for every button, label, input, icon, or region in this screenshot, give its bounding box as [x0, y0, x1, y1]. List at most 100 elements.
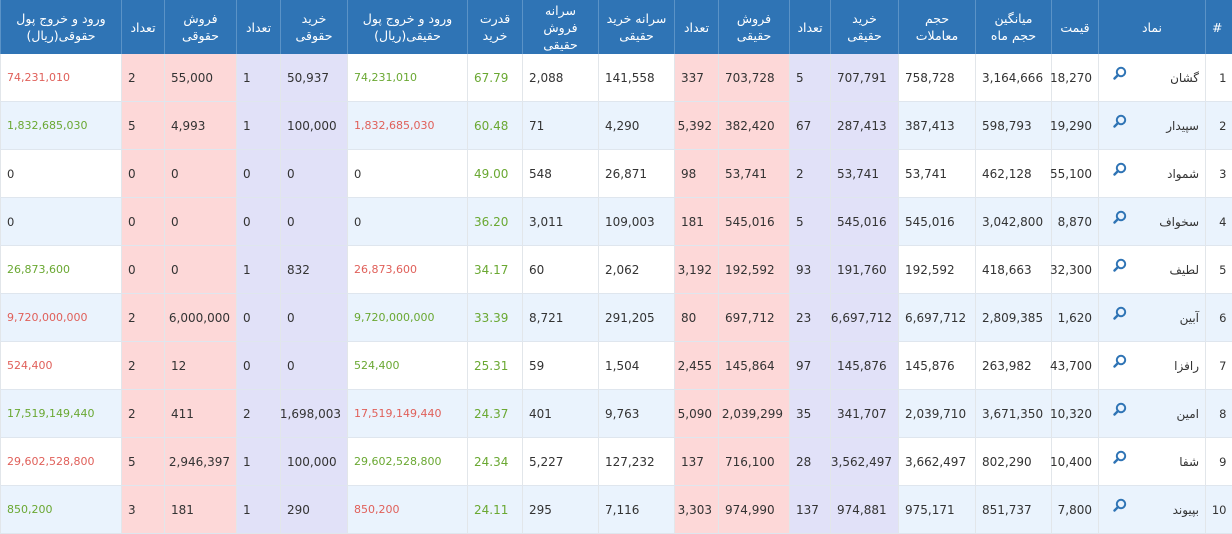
cell-legal-money-flow: 26,873,600 — [1, 246, 122, 294]
cell-row-index: 2 — [1206, 102, 1232, 150]
cell-symbol-link[interactable]: لطیف — [1099, 246, 1206, 294]
col-avg-month-volume[interactable]: میانگین حجم ماه — [976, 0, 1052, 54]
col-sell-real-count[interactable]: تعداد — [675, 0, 719, 54]
cell-symbol-link[interactable]: گشان — [1099, 54, 1206, 102]
cell-real-money-flow: 1,832,685,030 — [348, 102, 468, 150]
search-icon[interactable] — [1113, 354, 1127, 372]
cell-real-money-flow: 524,400 — [348, 342, 468, 390]
col-index[interactable]: # — [1206, 0, 1232, 54]
col-price[interactable]: قیمت — [1052, 0, 1099, 54]
symbol-name[interactable]: رافزا — [1174, 359, 1199, 373]
cell-avg-month-volume: 462,128 — [976, 150, 1052, 198]
cell-row-index: 3 — [1206, 150, 1232, 198]
search-icon[interactable] — [1113, 258, 1127, 276]
col-volume[interactable]: حجم معاملات — [899, 0, 976, 54]
cell-sell-legal-count: 0 — [122, 198, 165, 246]
cell-row-index: 10 — [1206, 486, 1232, 534]
col-sell-legal[interactable]: فروش حقوقی — [165, 0, 237, 54]
col-real-money-flow[interactable]: ورود و خروج پول حقیقی(ریال) — [348, 0, 468, 54]
cell-avg-month-volume: 598,793 — [976, 102, 1052, 150]
search-icon[interactable] — [1113, 498, 1127, 516]
cell-sell-legal: 0 — [165, 198, 237, 246]
cell-sell-real-count: 5,090 — [675, 390, 719, 438]
cell-price: 32,300 — [1052, 246, 1099, 294]
cell-row-index: 1 — [1206, 54, 1232, 102]
search-icon[interactable] — [1113, 450, 1127, 468]
cell-sell-legal-count: 0 — [122, 150, 165, 198]
search-icon[interactable] — [1113, 114, 1127, 132]
cell-buy-legal-count: 1 — [237, 438, 281, 486]
symbol-name[interactable]: سخواف — [1159, 215, 1199, 229]
cell-symbol-link[interactable]: رافزا — [1099, 342, 1206, 390]
cell-price: 18,270 — [1052, 54, 1099, 102]
cell-buy-legal: 50,937 — [281, 54, 348, 102]
search-icon[interactable] — [1113, 66, 1127, 84]
cell-sell-real-count: 337 — [675, 54, 719, 102]
cell-buy-real: 707,791 — [831, 54, 899, 102]
cell-avg-month-volume: 3,042,800 — [976, 198, 1052, 246]
cell-buy-per-capita: 141,558 — [599, 54, 675, 102]
cell-sell-real-count: 5,392 — [675, 102, 719, 150]
cell-symbol-link[interactable]: آبین — [1099, 294, 1206, 342]
symbol-name[interactable]: سپیدار — [1166, 119, 1199, 133]
col-legal-money-flow[interactable]: ورود و خروج پول حقوقی(ریال) — [1, 0, 122, 54]
col-sell-real[interactable]: فروش حقیقی — [719, 0, 790, 54]
col-buy-real-count[interactable]: تعداد — [790, 0, 831, 54]
cell-row-index: 7 — [1206, 342, 1232, 390]
cell-symbol-link[interactable]: سپیدار — [1099, 102, 1206, 150]
col-buy-legal-count[interactable]: تعداد — [237, 0, 281, 54]
cell-sell-per-capita: 71 — [523, 102, 599, 150]
symbol-name[interactable]: لطیف — [1169, 263, 1199, 277]
col-sell-legal-count[interactable]: تعداد — [122, 0, 165, 54]
cell-buy-real: 974,881 — [831, 486, 899, 534]
cell-volume: 192,592 — [899, 246, 976, 294]
search-icon[interactable] — [1113, 306, 1127, 324]
cell-sell-legal-count: 2 — [122, 54, 165, 102]
symbol-name[interactable]: امین — [1176, 407, 1199, 421]
col-buy-per-capita[interactable]: سرانه خرید حقیقی — [599, 0, 675, 54]
cell-price: 7,800 — [1052, 486, 1099, 534]
cell-real-money-flow: 74,231,010 — [348, 54, 468, 102]
symbol-name[interactable]: شفا — [1179, 455, 1199, 469]
symbol-name[interactable]: بپیوند — [1173, 503, 1199, 517]
cell-sell-per-capita: 295 — [523, 486, 599, 534]
cell-buy-legal: 100,000 — [281, 438, 348, 486]
symbol-name[interactable]: گشان — [1170, 71, 1199, 85]
cell-buy-legal: 100,000 — [281, 102, 348, 150]
col-sell-per-capita[interactable]: سرانه فروش حقیقی — [523, 0, 599, 54]
cell-buy-legal-count: 0 — [237, 342, 281, 390]
cell-legal-money-flow: 850,200 — [1, 486, 122, 534]
search-icon[interactable] — [1113, 162, 1127, 180]
col-buy-real[interactable]: خرید حقیقی — [831, 0, 899, 54]
cell-buy-per-capita: 1,504 — [599, 342, 675, 390]
cell-sell-per-capita: 2,088 — [523, 54, 599, 102]
search-icon[interactable] — [1113, 210, 1127, 228]
cell-symbol-link[interactable]: امین — [1099, 390, 1206, 438]
cell-symbol-link[interactable]: شمواد — [1099, 150, 1206, 198]
col-symbol[interactable]: نماد — [1099, 0, 1206, 54]
cell-buy-real: 145,876 — [831, 342, 899, 390]
symbol-name[interactable]: شمواد — [1167, 167, 1199, 181]
cell-symbol-link[interactable]: سخواف — [1099, 198, 1206, 246]
col-buy-power[interactable]: قدرت خرید — [468, 0, 523, 54]
cell-volume: 6,697,712 — [899, 294, 976, 342]
cell-sell-real-count: 137 — [675, 438, 719, 486]
cell-buy-real-count: 97 — [790, 342, 831, 390]
search-icon[interactable] — [1113, 402, 1127, 420]
cell-symbol-link[interactable]: شفا — [1099, 438, 1206, 486]
cell-volume: 387,413 — [899, 102, 976, 150]
cell-sell-per-capita: 8,721 — [523, 294, 599, 342]
cell-symbol-link[interactable]: بپیوند — [1099, 486, 1206, 534]
col-buy-legal[interactable]: خرید حقوقی — [281, 0, 348, 54]
symbol-name[interactable]: آبین — [1180, 311, 1199, 325]
